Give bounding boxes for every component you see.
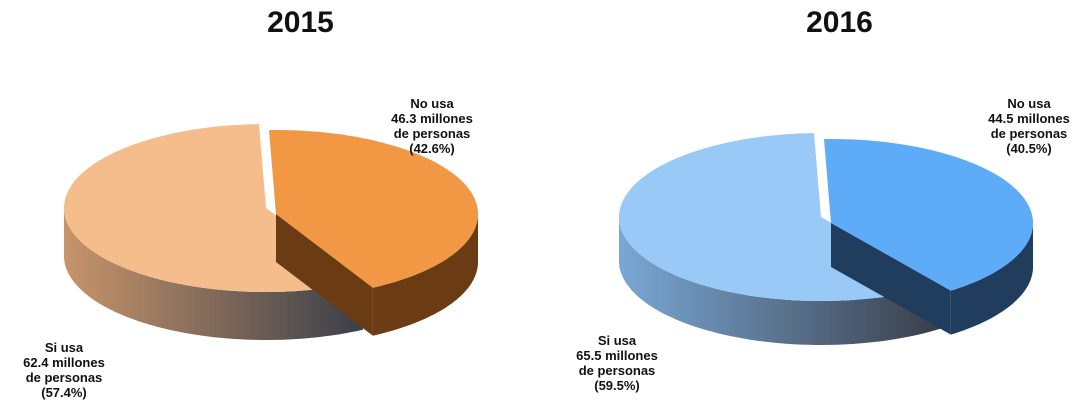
slice-small-cut: [831, 223, 951, 335]
slice-large-side: [619, 217, 941, 345]
label-si-usa-2016: Si usa 65.5 millones de personas (59.5%): [576, 333, 658, 393]
slice-small-cut: [276, 214, 373, 336]
label-no-usa-2016: No usa 44.5 millones de personas (40.5%): [988, 96, 1070, 156]
slice-small-top: [824, 139, 1033, 291]
slice-small: [824, 139, 1033, 335]
chart-title-2015: 2015: [267, 6, 334, 39]
chart-2015: 2015 No usa 46.3 millones de personas (4…: [0, 0, 538, 402]
slice-small-side: [950, 223, 1033, 335]
pie-2015: [64, 124, 478, 340]
chart-2016: 2016 No usa 44.5 millones de personas (4…: [539, 0, 1077, 402]
label-no-usa-2015: No usa 46.3 millones de personas (42.6%): [391, 96, 473, 156]
label-si-usa-2015: Si usa 62.4 millones de personas (57.4%): [23, 340, 105, 400]
slice-large-side: [64, 208, 363, 340]
slice-small-top: [269, 130, 478, 288]
pie-2016: [619, 133, 1033, 345]
chart-title-2016: 2016: [806, 6, 873, 39]
slice-small: [269, 130, 478, 336]
slice-small-side: [372, 214, 478, 336]
